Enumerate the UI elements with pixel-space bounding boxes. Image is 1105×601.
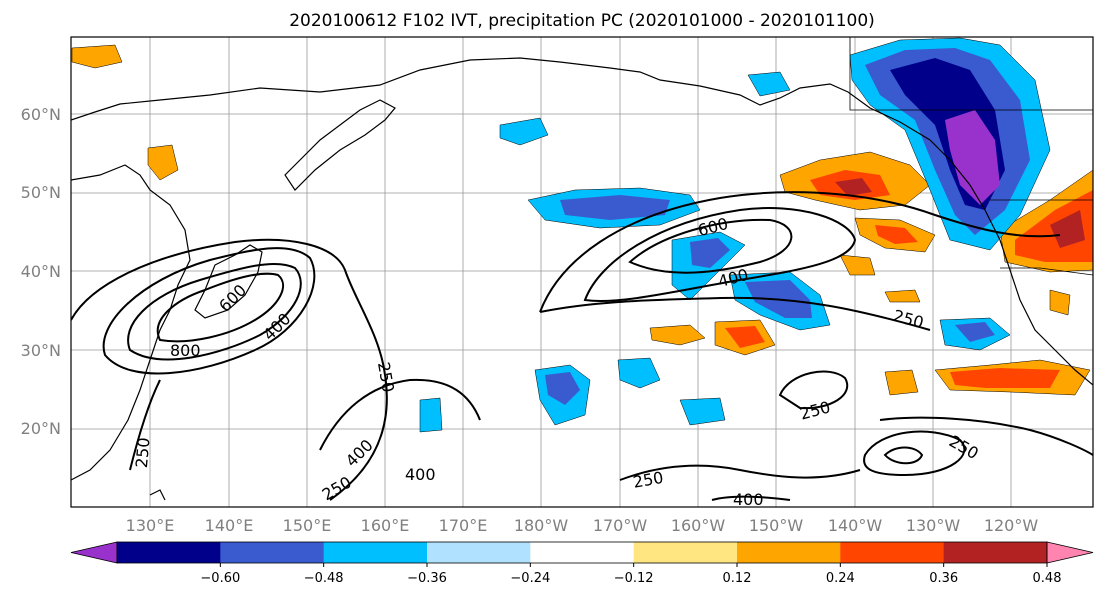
lat-label: 40°N bbox=[21, 262, 61, 281]
precip-area-gulf-alaska-peak bbox=[835, 178, 872, 196]
ivt-contour-250-asia bbox=[71, 238, 388, 501]
asia-east-coast bbox=[71, 164, 191, 481]
precip-area-west-coast-core bbox=[955, 322, 995, 342]
lon-label: 150°W bbox=[749, 516, 804, 535]
precip-area-mid-pacific-west-core bbox=[690, 238, 730, 268]
colorbar-tick-label: 0.12 bbox=[723, 571, 752, 586]
lon-label: 170°W bbox=[593, 516, 648, 535]
map-panel: 800 600 400 250 400 250 250 400 600 400 … bbox=[70, 36, 1094, 509]
lat-label: 20°N bbox=[21, 419, 61, 438]
us-state-border bbox=[1000, 267, 1093, 276]
lon-label: 180°W bbox=[514, 516, 569, 535]
precip-area-central-pacific-west bbox=[649, 324, 706, 346]
map-frame bbox=[70, 36, 1094, 508]
colorbar-segment bbox=[530, 542, 635, 563]
ivt-contours bbox=[71, 191, 1093, 501]
colorbar-segment bbox=[633, 542, 738, 563]
colorbar-extend-max bbox=[1046, 541, 1094, 564]
lon-label: 130°W bbox=[906, 516, 961, 535]
colorbar-tick-label: −0.36 bbox=[407, 571, 447, 586]
ivt-contour-250-far-east bbox=[879, 416, 1093, 456]
colorbar-extend-min bbox=[70, 541, 118, 564]
precip-area-tropics-center bbox=[679, 397, 726, 426]
alaska-canada-border bbox=[849, 37, 1093, 111]
precip-area-subtropic-small bbox=[884, 369, 919, 396]
ivt-contour-250-east bbox=[863, 430, 966, 477]
lat-label: 50°N bbox=[21, 183, 61, 202]
precip-area-west-us-south bbox=[1049, 289, 1071, 316]
contour-label: 400 bbox=[733, 490, 764, 509]
precip-area-ne-pacific-small bbox=[839, 254, 876, 276]
precip-area-ne-pacific-strip bbox=[884, 289, 921, 303]
colorbar: −0.60 −0.48 −0.36 −0.24 −0.12 0.12 0.24 0.36 0.4… bbox=[70, 541, 1094, 586]
colorbar-segment bbox=[117, 542, 221, 563]
colorbar-tick-label: −0.60 bbox=[200, 571, 240, 586]
precip-area-north-pacific-core bbox=[560, 195, 670, 220]
ivt-contour-600-asia bbox=[127, 262, 302, 361]
ivt-contour-250-subtropic bbox=[319, 378, 481, 451]
ivt-contour-250-south bbox=[619, 464, 861, 481]
ivt-contour-250-central bbox=[778, 370, 849, 410]
ivt-contour-250-pacific bbox=[539, 191, 1061, 331]
ivt-contour-400-east bbox=[883, 446, 924, 465]
colorbar-tick-label: −0.24 bbox=[510, 571, 550, 586]
ivt-contour-800-asia bbox=[156, 272, 284, 343]
precip-area-tropics-far-west bbox=[419, 397, 443, 433]
precip-positive-areas bbox=[71, 44, 1093, 396]
lon-label: 120°W bbox=[984, 516, 1039, 535]
colorbar-segment bbox=[943, 542, 1048, 563]
precip-area-alaska-canada-peak bbox=[945, 110, 1000, 205]
lon-label: 150°E bbox=[283, 516, 332, 535]
colorbar-segment bbox=[737, 542, 841, 563]
lon-label: 130°E bbox=[126, 516, 175, 535]
precip-area-siberia bbox=[71, 44, 123, 69]
lon-label: 140°E bbox=[205, 516, 254, 535]
ivt-contour-250-west bbox=[129, 379, 161, 471]
precip-area-china bbox=[147, 144, 179, 181]
ivt-contour-400-asia bbox=[102, 247, 316, 375]
latitude-labels: 60°N 50°N 40°N 30°N 20°N bbox=[21, 105, 61, 438]
colorbar-tick-label: 0.24 bbox=[826, 571, 855, 586]
japan-coast bbox=[194, 244, 263, 319]
precip-area-central-pacific-core bbox=[725, 326, 765, 348]
north-pacific-rim-coast bbox=[71, 57, 1093, 386]
colorbar-frame bbox=[116, 541, 1048, 564]
colorbar-tick-label: 0.36 bbox=[929, 571, 958, 586]
kamchatka-coast bbox=[284, 99, 396, 191]
longitude-labels: 130°E 140°E 150°E 160°E 170°E 180°W 170°… bbox=[126, 516, 1039, 535]
lat-label: 60°N bbox=[21, 105, 61, 124]
colorbar-segment bbox=[427, 542, 531, 563]
taiwan-coast bbox=[149, 489, 166, 501]
ivt-contour-600-pacific bbox=[628, 218, 793, 274]
lon-label: 140°W bbox=[828, 516, 883, 535]
colorbar-tick-label: −0.48 bbox=[304, 571, 344, 586]
map-title: 2020100612 F102 IVT, precipitation PC (2… bbox=[289, 11, 875, 31]
precip-area-tropics-west-core bbox=[545, 372, 580, 405]
precip-area-tropics-mid bbox=[617, 357, 661, 389]
precip-area-ne-pacific-core bbox=[875, 225, 918, 244]
colorbar-tick-label: −0.12 bbox=[614, 571, 654, 586]
contour-label: 400 bbox=[405, 465, 436, 484]
contour-label: 800 bbox=[170, 341, 201, 360]
precip-area-bering bbox=[747, 71, 791, 97]
lon-label: 160°W bbox=[671, 516, 726, 535]
coastlines bbox=[71, 57, 1093, 501]
colorbar-tick-label: 0.48 bbox=[1033, 571, 1062, 586]
colorbar-segment bbox=[323, 542, 428, 563]
lon-label: 170°E bbox=[439, 516, 488, 535]
precip-area-west-us-peak bbox=[1050, 210, 1085, 248]
political-borders bbox=[849, 37, 1093, 276]
ivt-contour-400-pacific bbox=[583, 207, 857, 302]
ivt-contour-400-south bbox=[711, 495, 791, 501]
contour-label: 250 bbox=[132, 437, 154, 469]
lat-label: 30°N bbox=[21, 341, 61, 360]
colorbar-segment bbox=[840, 542, 945, 563]
colorbar-segment bbox=[220, 542, 325, 563]
lon-label: 160°E bbox=[361, 516, 410, 535]
precip-area-subtropic-east-core bbox=[950, 368, 1060, 388]
precip-area-kamchatka-east bbox=[499, 117, 549, 146]
